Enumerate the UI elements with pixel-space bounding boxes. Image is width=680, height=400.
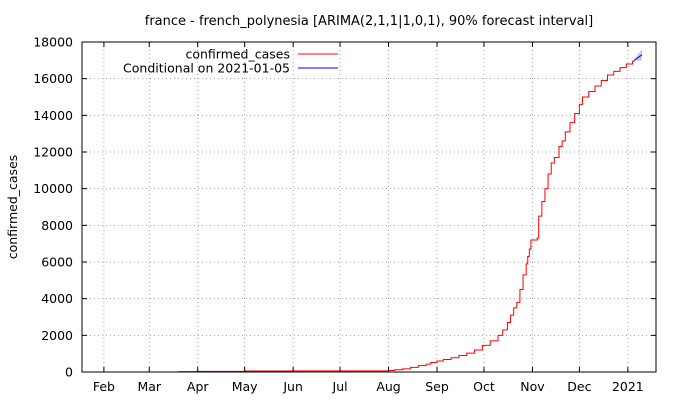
forecast-interval-band <box>634 49 642 61</box>
series-confirmed-cases-line <box>161 60 635 373</box>
y-axis-label: confirmed_cases <box>5 155 20 260</box>
x-tick-label: Feb <box>93 379 115 394</box>
y-tick-label: 6000 <box>41 255 73 270</box>
y-tick-label: 2000 <box>41 328 73 343</box>
x-tick-label: Apr <box>187 379 209 394</box>
x-tick-label: Nov <box>520 379 545 394</box>
x-tick-label: Dec <box>567 379 591 394</box>
y-tick-label: 18000 <box>33 35 73 50</box>
series-layer <box>161 54 643 373</box>
plot-frame <box>81 41 657 373</box>
x-tick-label: Mar <box>137 379 161 394</box>
x-tick-label: 2021 <box>612 379 644 394</box>
x-tick-label: Oct <box>473 379 495 394</box>
series-forecast-line <box>633 54 643 61</box>
x-tick-label: Jul <box>332 379 348 394</box>
y-tick-label: 8000 <box>41 218 73 233</box>
x-tick-label: Jun <box>282 379 303 394</box>
y-tick-label: 16000 <box>33 71 73 86</box>
y-tick-label: 4000 <box>41 291 73 306</box>
legend-confirmed-cases-label: confirmed_cases <box>185 47 290 62</box>
legend-conditional-forecast-label: Conditional on 2021-01-05 <box>123 61 290 76</box>
x-axis: Feb Mar Apr May Jun Jul Aug Sep Oct Nov Dec 2021 <box>93 42 644 394</box>
y-tick-label: 0 <box>65 365 73 380</box>
gridlines <box>82 42 656 372</box>
x-tick-label: Aug <box>376 379 400 394</box>
y-axis: 0 2000 4000 6000 8000 10000 12000 14000 16000 180… <box>33 35 656 380</box>
y-tick-label: 10000 <box>33 181 73 196</box>
chart-title: france - french_polynesia [ARIMA(2,1,1|1… <box>145 14 593 29</box>
x-tick-label: Sep <box>425 379 449 394</box>
y-tick-label: 12000 <box>33 145 73 160</box>
y-tick-label: 14000 <box>33 108 73 123</box>
forecast-interval-layer <box>634 49 642 61</box>
x-tick-label: May <box>232 379 258 394</box>
